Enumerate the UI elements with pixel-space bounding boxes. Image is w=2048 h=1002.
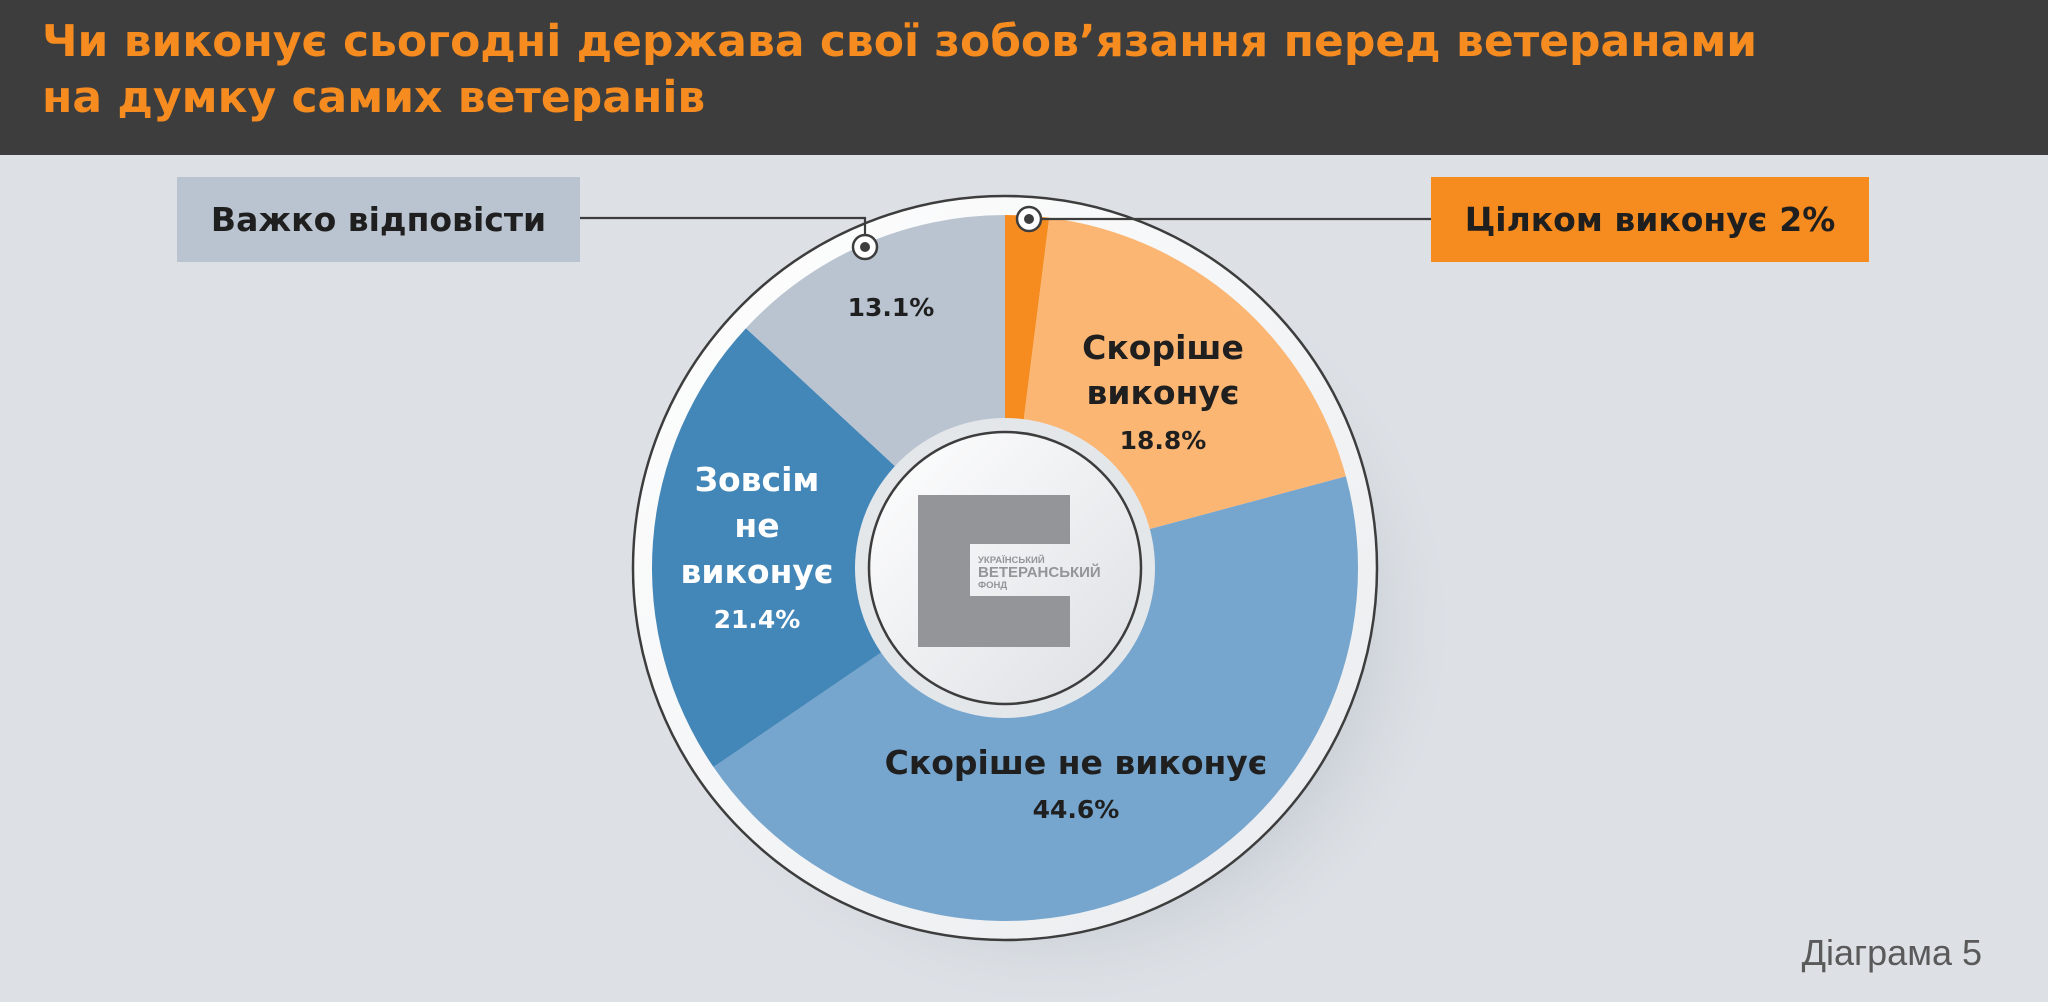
callout-tsilkom-value: 2% [1779,200,1836,239]
slice-label-skorishe-vykonuie-2: виконує [1087,373,1240,412]
slice-label-skorishe-vykonuie-1: Скоріше [1082,328,1244,367]
slice-label-zovsim-1: Зовсім [695,460,820,499]
callout-tsilkom-label: Цілком виконує [1464,200,1768,239]
slice-value-skorishe-vykonuie: 18.8% [1120,426,1207,455]
slice-label-zovsim-3: виконує [681,552,834,591]
pie-chart-svg: УКРАЇНСЬКИЙ ВЕТЕРАНСЬКИЙ ФОНД 13.1% Скор… [580,194,1450,1002]
logo-line-2: ВЕТЕРАНСЬКИЙ [978,563,1101,581]
logo-line-3: ФОНД [978,580,1007,591]
pie-chart: УКРАЇНСЬКИЙ ВЕТЕРАНСЬКИЙ ФОНД 13.1% Скор… [0,155,2048,1002]
header-bar: Чи виконує сьогодні держава свої зобов’я… [0,0,2048,155]
title-line-2: на думку самих ветеранів [42,72,706,123]
diagram-number: Діаграма 5 [1801,932,1982,973]
slice-value-zovsim: 21.4% [714,605,801,634]
leader-dot-left-center [860,242,870,252]
slice-label-zovsim-2: не [734,506,779,545]
title-line-1: Чи виконує сьогодні держава свої зобов’я… [42,16,1758,67]
logo-line-1: УКРАЇНСЬКИЙ [978,554,1045,566]
callout-vazhko-vidpovisty: Важко відповісти [177,177,580,262]
callout-vazhko-label: Важко відповісти [210,200,547,239]
pie-slices [651,215,1359,922]
slice-value-vazhko: 13.1% [848,293,935,322]
callout-tsilkom-vykonuie: Цілком виконує 2% [1431,177,1869,262]
leader-dot-right-center [1024,214,1034,224]
slice-value-skorishe-ne-vykonuie: 44.6% [1033,795,1120,824]
slice-label-skorishe-ne-vykonuie: Скоріше не виконує [885,743,1268,782]
logo-shape-bottom [918,596,1070,647]
page-title: Чи виконує сьогодні держава свої зобов’я… [42,14,2002,126]
pie-slice-3 [651,328,1005,768]
logo: УКРАЇНСЬКИЙ ВЕТЕРАНСЬКИЙ ФОНД [918,495,1101,647]
